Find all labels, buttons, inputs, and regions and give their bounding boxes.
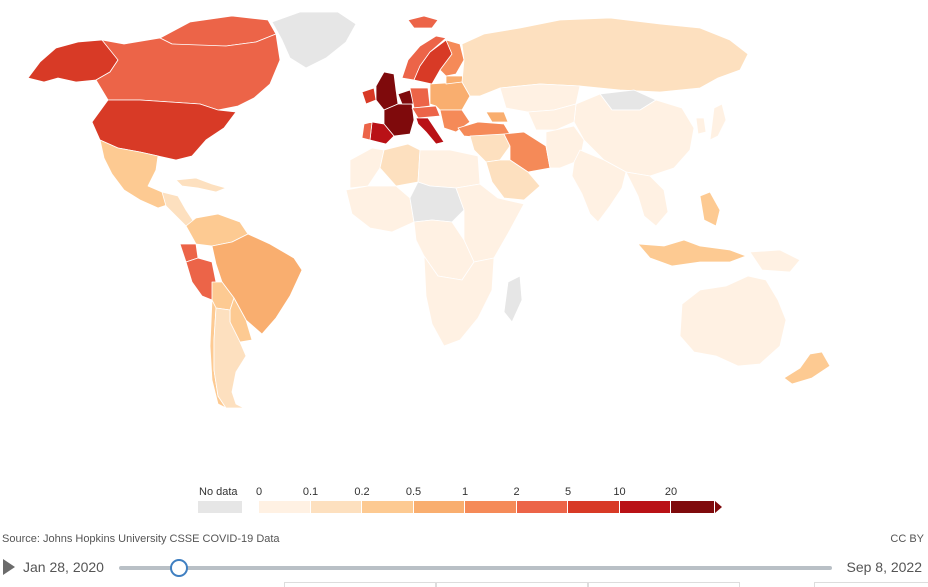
region-madagascar[interactable] — [503, 275, 523, 323]
region-india[interactable] — [571, 149, 627, 223]
legend-tick-label: 1 — [461, 486, 469, 498]
legend-tick-label: 0.1 — [302, 486, 319, 498]
region-germany[interactable] — [409, 87, 431, 109]
bottom-tab[interactable] — [436, 582, 588, 587]
legend-nodata-swatch — [198, 501, 242, 513]
source-text: Source: Johns Hopkins University CSSE CO… — [2, 533, 280, 545]
region-arabia[interactable] — [485, 159, 541, 201]
bottom-tab[interactable] — [284, 582, 436, 587]
region-australia[interactable] — [679, 275, 787, 367]
legend-tick-label: 2 — [513, 486, 520, 498]
timeline-end-date: Sep 8, 2022 — [846, 559, 922, 575]
region-new-zealand[interactable] — [783, 351, 831, 385]
legend-swatch — [568, 501, 620, 513]
region-argentina[interactable] — [213, 307, 247, 409]
region-west-africa[interactable] — [345, 185, 415, 233]
timeline-track[interactable] — [119, 566, 832, 570]
play-icon[interactable] — [3, 559, 15, 575]
legend-tick-label: 0.5 — [405, 486, 422, 498]
region-finland[interactable] — [439, 39, 465, 77]
legend-swatch — [310, 501, 362, 513]
region-korea[interactable] — [695, 117, 707, 135]
region-ireland[interactable] — [361, 87, 377, 105]
legend-arrow-icon — [714, 501, 722, 513]
region-algeria[interactable] — [379, 143, 421, 187]
region-north-africa-west[interactable] — [349, 147, 385, 189]
legend-swatch — [259, 501, 311, 513]
region-southern-africa[interactable] — [423, 255, 495, 347]
region-egypt-libya[interactable] — [417, 149, 481, 189]
map-legend: No data 0 0.1 0.2 0.5 1 2 5 10 20 — [196, 484, 736, 514]
legend-tick-label: 10 — [613, 486, 626, 498]
region-peru[interactable] — [185, 257, 217, 301]
bottom-tab-strip — [0, 582, 928, 587]
region-caucasus[interactable] — [485, 111, 509, 123]
legend-swatch — [465, 501, 517, 513]
legend-swatch — [362, 501, 414, 513]
timeline-start-date: Jan 28, 2020 — [23, 559, 104, 575]
legend-swatch — [516, 501, 568, 513]
region-italy[interactable] — [415, 117, 445, 145]
legend-tick-label: 0 — [255, 486, 263, 498]
legend-tick-label: 0.2 — [354, 486, 370, 498]
region-china[interactable] — [573, 93, 695, 177]
region-southeast-asia[interactable] — [625, 171, 669, 227]
region-uk[interactable] — [375, 71, 399, 111]
region-philippines[interactable] — [699, 191, 721, 227]
license-text[interactable]: CC BY — [890, 533, 924, 545]
region-central-america[interactable] — [161, 191, 195, 227]
legend-nodata-label: No data — [199, 486, 238, 498]
region-east-africa[interactable] — [455, 183, 525, 263]
bottom-tab[interactable] — [588, 582, 740, 587]
region-afghanistan-pakistan[interactable] — [545, 125, 585, 169]
region-canada[interactable] — [95, 33, 281, 111]
region-japan[interactable] — [709, 103, 727, 141]
world-map — [27, 11, 831, 409]
region-central-asia[interactable] — [527, 103, 577, 131]
legend-swatch — [413, 501, 465, 513]
timeline-handle[interactable] — [170, 559, 189, 577]
region-iceland[interactable] — [407, 15, 439, 29]
region-iran[interactable] — [503, 131, 551, 173]
region-portugal[interactable] — [361, 121, 373, 141]
legend-tick-label: 5 — [564, 486, 572, 498]
legend-tick-label: 20 — [664, 486, 678, 498]
region-russia[interactable] — [461, 17, 749, 97]
legend-swatch — [671, 501, 715, 513]
region-indonesia[interactable] — [637, 239, 747, 267]
legend-swatch — [619, 501, 671, 513]
region-new-guinea[interactable] — [749, 249, 801, 273]
region-caribbean[interactable] — [175, 177, 227, 193]
region-switzerland-austria[interactable] — [411, 105, 441, 119]
region-greenland[interactable] — [271, 11, 357, 69]
bottom-tab[interactable] — [814, 582, 928, 587]
